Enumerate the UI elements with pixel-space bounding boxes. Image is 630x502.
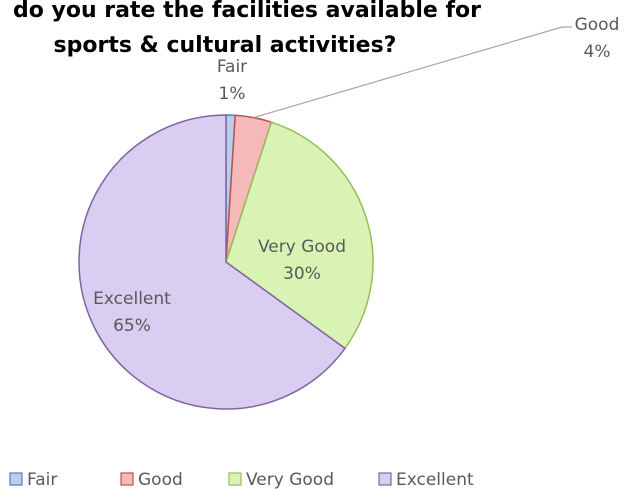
data-label-fair-value: 1% — [219, 84, 246, 104]
data-label-excellent-value: 65% — [113, 316, 151, 336]
pie-slices — [78, 114, 374, 410]
chart-title-line-2: sports & cultural activities? — [54, 33, 397, 58]
legend-swatch-fair — [9, 472, 23, 486]
legend-label-excellent: Excellent — [396, 470, 474, 490]
data-label-fair-category: Fair — [217, 57, 247, 77]
data-label-good-value: 4% — [584, 42, 611, 62]
leader-line-good — [253, 26, 572, 119]
legend-swatch-very-good — [228, 472, 242, 486]
chart-title-line-1: do you rate the facilities available for — [13, 0, 481, 23]
legend-swatch-good — [120, 472, 134, 486]
data-label-very-good-value: 30% — [283, 264, 321, 284]
legend-swatch-excellent — [378, 472, 392, 486]
legend-label-fair: Fair — [27, 470, 57, 490]
legend-label-very-good: Very Good — [246, 470, 334, 490]
pie-slice-very-good — [225, 121, 374, 350]
data-label-excellent-category: Excellent — [93, 289, 171, 309]
pie-slice-excellent — [78, 114, 346, 410]
chart-title: do you rate the facilities available for… — [13, 0, 481, 58]
leader-lines — [253, 26, 572, 119]
data-label-very-good-category: Very Good — [258, 237, 346, 257]
legend-label-good: Good — [138, 470, 183, 490]
legend: Fair Good Very Good Excellent — [9, 470, 474, 490]
data-label-good-category: Good — [575, 15, 620, 35]
data-labels: Fair 1% Good 4% Very Good 30% Excellent 65% — [93, 15, 619, 336]
